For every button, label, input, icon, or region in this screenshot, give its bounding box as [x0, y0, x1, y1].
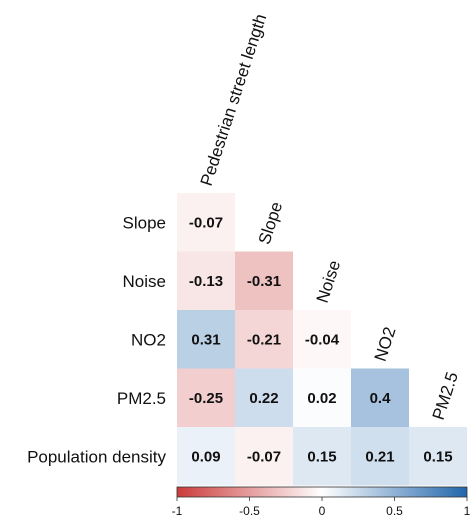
cell-value-label: -0.07 [189, 214, 223, 231]
heatmap-cell-pm2-5-slope [235, 368, 293, 427]
heatmap-cell-population-density-no2 [351, 427, 409, 486]
row-labels: Slope Noise NO2 PM2.5 Population density [27, 213, 166, 466]
heatmap-cells: -0.07 -0.13 -0.31 0.31 -0.21 -0.04 -0.25 0.22 0.… [177, 193, 467, 486]
heatmap-cell-population-density-pm2-5 [409, 427, 467, 486]
cell-value-label: -0.07 [247, 448, 281, 465]
heatmap-cell-population-density-noise [293, 427, 351, 486]
heatmap-cell-no2-noise [293, 310, 351, 369]
heatmap-cell-slope-pedestrian-street-length [177, 193, 235, 252]
cell-value-label: 0.31 [191, 331, 220, 348]
cell-value-label: 0.21 [365, 448, 394, 465]
heatmap-cell-no2-slope [235, 310, 293, 369]
colorbar-tick-label: 0.5 [386, 504, 403, 518]
colorbar-tick-label: -1 [172, 504, 183, 518]
cell-value-label: -0.13 [189, 273, 223, 290]
cell-value-label: -0.31 [247, 273, 281, 290]
column-label-pedestrian-street-length: Pedestrian street length [197, 12, 271, 189]
heatmap-cell-noise-pedestrian-street-length [177, 251, 235, 310]
colorbar-gradient [176, 486, 468, 498]
cell-value-label: 0.15 [307, 448, 336, 465]
colorbar-tick-label: -0.5 [239, 504, 260, 518]
colorbar: -1 -0.5 0 0.5 1 [172, 486, 471, 518]
cell-value-label: 0.15 [423, 448, 452, 465]
colorbar-tick-label: 1 [464, 504, 471, 518]
cell-value-label: 0.4 [370, 390, 392, 407]
row-label-slope: Slope [123, 213, 166, 232]
cell-value-label: -0.21 [247, 331, 281, 348]
row-label-noise: Noise [123, 272, 166, 291]
row-label-population-density: Population density [27, 447, 166, 466]
cell-value-label: 0.22 [249, 390, 278, 407]
row-label-no2: NO2 [131, 330, 166, 349]
row-label-pm2-5: PM2.5 [117, 389, 166, 408]
cell-value-label: 0.02 [307, 390, 336, 407]
colorbar-tick-label: 0 [319, 504, 326, 518]
heatmap-cell-population-density-pedestrian-street-length [177, 427, 235, 486]
heatmap-cell-pm2-5-no2 [351, 368, 409, 427]
cell-value-label: -0.25 [189, 390, 223, 407]
heatmap-cell-no2-pedestrian-street-length [177, 310, 235, 369]
heatmap-cell-pm2-5-noise [293, 368, 351, 427]
column-label-no2: NO2 [371, 325, 400, 364]
column-label-noise: Noise [313, 258, 345, 305]
heatmap-cell-pm2-5-pedestrian-street-length [177, 368, 235, 427]
column-label-pm2-5: PM2.5 [429, 370, 462, 423]
column-label-slope: Slope [255, 200, 287, 247]
cell-value-label: -0.04 [305, 331, 340, 348]
heatmap-cell-population-density-slope [235, 427, 293, 486]
heatmap-cell-noise-slope [235, 251, 293, 310]
cell-value-label: 0.09 [191, 448, 220, 465]
